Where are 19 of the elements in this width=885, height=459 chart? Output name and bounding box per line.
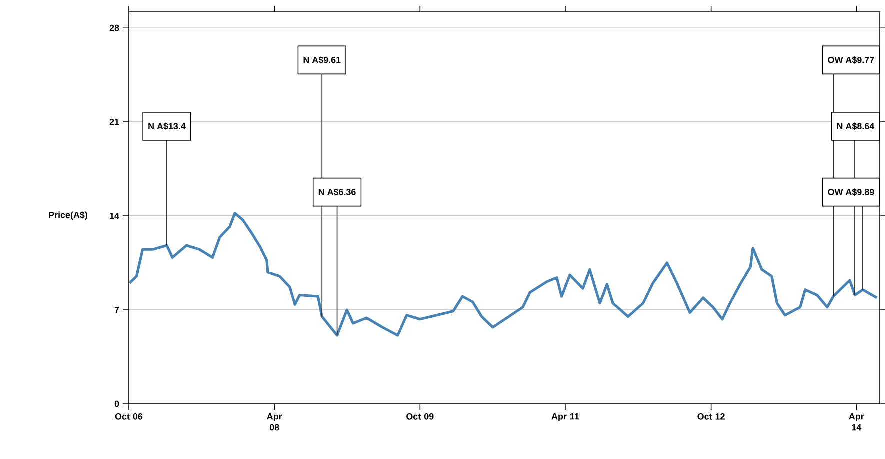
x-tick-label: Oct 09 — [406, 413, 434, 420]
x-tick-label: Oct 12 — [698, 413, 725, 420]
annotation: OW A$9.89 — [828, 188, 874, 196]
y-tick-label: 28 — [110, 24, 120, 32]
y-tick-label: 21 — [110, 118, 120, 126]
annotation: N A$9.61 — [304, 56, 341, 64]
annotation: N A$13.4 — [148, 122, 186, 130]
y-axis-title: Price(A$) — [49, 212, 88, 220]
x-tick-label: Apr 14 — [849, 413, 864, 431]
annotation: N A$6.36 — [318, 188, 356, 196]
x-tick-label: Oct 06 — [115, 413, 143, 420]
x-tick-label: Apr 11 — [552, 413, 580, 422]
y-tick-label: 14 — [110, 212, 120, 220]
line-series — [128, 212, 878, 337]
y-tick-label: 7 — [114, 306, 120, 314]
annotation: OW A$9.77 — [828, 56, 874, 64]
x-tick-label: Apr 08 — [267, 413, 282, 431]
annotation: N A$8.64 — [837, 122, 875, 130]
y-tick-label: 0 — [114, 400, 120, 408]
